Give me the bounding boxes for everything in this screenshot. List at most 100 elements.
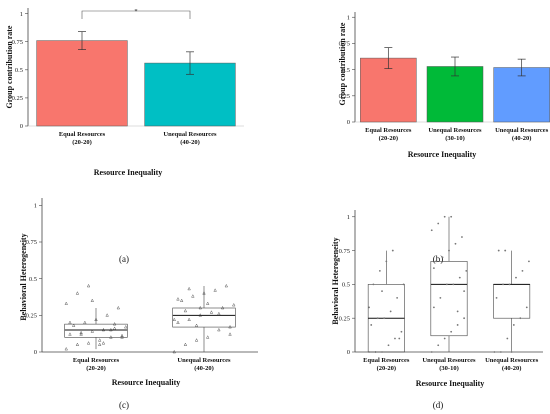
box bbox=[172, 307, 236, 328]
data-point bbox=[506, 337, 509, 340]
x-category-sublabel: (20-20) bbox=[377, 365, 397, 372]
x-category-label: Equal Resources bbox=[365, 127, 412, 134]
data-point bbox=[381, 351, 383, 353]
data-point bbox=[120, 333, 124, 338]
data-point bbox=[435, 260, 437, 263]
data-point bbox=[176, 320, 180, 324]
data-point bbox=[112, 322, 117, 326]
data-point bbox=[452, 283, 455, 286]
y-tick-label: 0.5 bbox=[342, 67, 350, 74]
x-category-sublabel: (30-10) bbox=[439, 365, 459, 372]
x-category-label: Unequal Resources bbox=[422, 357, 476, 364]
data-point bbox=[64, 301, 68, 305]
data-point bbox=[378, 269, 381, 272]
y-tick-label: 0 bbox=[34, 349, 37, 356]
data-point bbox=[105, 313, 109, 317]
data-point bbox=[116, 305, 120, 310]
data-point bbox=[206, 335, 210, 339]
data-point bbox=[502, 283, 504, 286]
data-point bbox=[232, 303, 236, 307]
data-point bbox=[187, 286, 191, 291]
data-point bbox=[83, 320, 87, 324]
data-point bbox=[72, 323, 76, 327]
box bbox=[430, 261, 468, 337]
y-tick-label: 0 bbox=[347, 349, 350, 356]
panel-caption: (c) bbox=[119, 400, 129, 410]
y-tick-label: 0.25 bbox=[26, 313, 37, 320]
y-tick-label: 0.75 bbox=[26, 239, 37, 246]
x-category-sublabel: (30-10) bbox=[445, 135, 465, 142]
data-point bbox=[450, 330, 453, 333]
data-point bbox=[387, 344, 390, 347]
data-point bbox=[454, 242, 457, 245]
panel-b: 0 0.25 0.5 0.75 1 Equal Resources(20-20) Unequ… bbox=[338, 12, 550, 264]
panel-caption: (d) bbox=[433, 400, 444, 410]
x-category-label: Equal Resources bbox=[73, 357, 120, 364]
data-point bbox=[120, 335, 124, 339]
data-point bbox=[368, 306, 370, 309]
data-point bbox=[198, 313, 202, 317]
data-point bbox=[432, 267, 435, 270]
data-point bbox=[68, 332, 72, 336]
data-point bbox=[183, 342, 188, 346]
data-point bbox=[515, 276, 517, 279]
y-axis-title: Group contribution rate bbox=[5, 25, 14, 108]
data-point bbox=[180, 298, 184, 302]
data-point bbox=[86, 283, 91, 288]
data-point bbox=[191, 294, 195, 298]
data-point bbox=[510, 351, 513, 353]
data-point bbox=[430, 229, 433, 232]
x-category-label: Equal Resources bbox=[363, 357, 410, 364]
data-point bbox=[101, 341, 106, 345]
data-point bbox=[109, 335, 113, 339]
y-tick-label: 0.75 bbox=[12, 39, 23, 46]
x-category-sublabel: (40-20) bbox=[502, 365, 522, 372]
data-point bbox=[528, 260, 530, 263]
panel-caption: (a) bbox=[119, 254, 129, 264]
data-point bbox=[465, 269, 468, 272]
data-point bbox=[508, 283, 511, 286]
data-point bbox=[456, 324, 459, 326]
data-point bbox=[493, 351, 496, 353]
data-point bbox=[372, 283, 375, 286]
data-point bbox=[90, 329, 94, 333]
data-point bbox=[383, 317, 386, 320]
data-point bbox=[79, 330, 83, 335]
data-point bbox=[79, 332, 83, 336]
data-point bbox=[458, 276, 461, 279]
panel-c: 0 0.25 0.5 0.75 1 Equal Resources(20-20) Unequ… bbox=[19, 198, 258, 410]
data-point bbox=[90, 298, 94, 302]
x-axis-title: Resource Inequality bbox=[408, 150, 477, 159]
data-point bbox=[432, 306, 435, 309]
x-category-label: Equal Resources bbox=[59, 131, 106, 138]
data-point bbox=[220, 305, 225, 310]
data-point bbox=[183, 308, 188, 313]
x-axis-title: Resource Inequality bbox=[416, 379, 485, 388]
data-point bbox=[98, 342, 102, 346]
data-point bbox=[456, 310, 459, 313]
panel-d: 0 0.25 0.5 0.75 1 Equal Resources(20-20) Unequ… bbox=[331, 210, 543, 410]
x-axis-title: Resource Inequality bbox=[94, 168, 163, 177]
x-category-label: Unequal Resources bbox=[495, 127, 549, 134]
data-point bbox=[396, 297, 399, 299]
data-point bbox=[202, 291, 206, 295]
significance-marker: * bbox=[134, 8, 137, 15]
data-point bbox=[376, 317, 379, 320]
data-point bbox=[368, 351, 370, 353]
data-point bbox=[217, 311, 221, 316]
data-point bbox=[512, 324, 515, 326]
data-point bbox=[463, 317, 466, 320]
y-tick-label: 1 bbox=[347, 214, 350, 221]
data-point bbox=[437, 344, 440, 347]
data-point bbox=[98, 338, 102, 342]
y-tick-label: 0.75 bbox=[339, 41, 350, 48]
box bbox=[64, 323, 128, 338]
y-tick-label: 0 bbox=[20, 123, 23, 130]
data-point bbox=[198, 305, 202, 310]
data-point bbox=[439, 297, 442, 299]
data-point bbox=[224, 283, 228, 288]
x-category-label: Unequal Resources bbox=[428, 127, 482, 134]
x-category-sublabel: (40-20) bbox=[180, 139, 200, 146]
x-category-sublabel: (20-20) bbox=[72, 139, 92, 146]
